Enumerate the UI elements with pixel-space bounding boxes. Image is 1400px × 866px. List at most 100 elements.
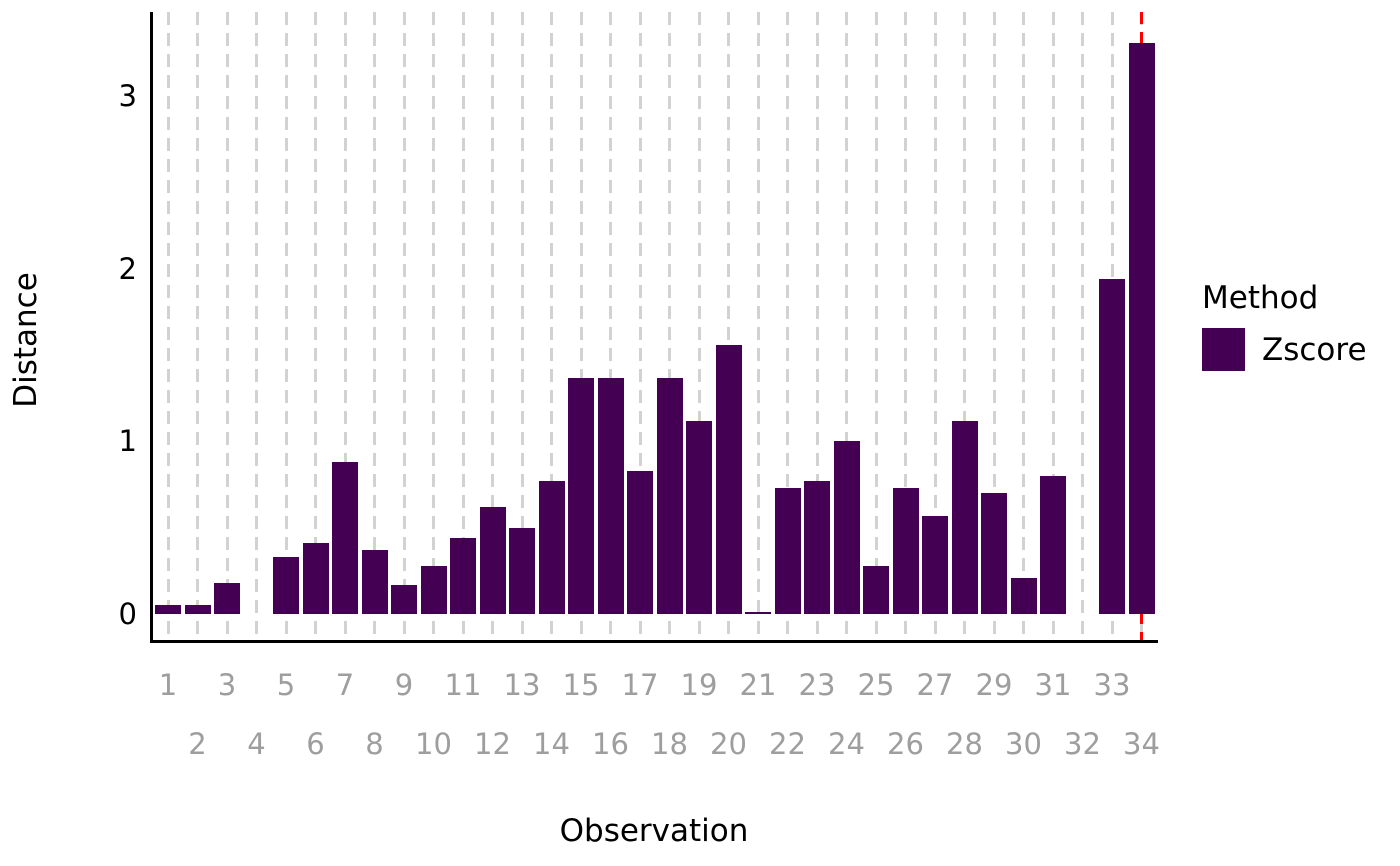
gridline bbox=[904, 12, 907, 640]
y-tick-label: 1 bbox=[118, 424, 137, 458]
x-tick-label: 10 bbox=[415, 727, 452, 761]
bar-observation-33 bbox=[1099, 278, 1125, 614]
x-tick-label: 18 bbox=[651, 727, 688, 761]
x-tick-label: 1 bbox=[158, 668, 178, 702]
x-tick-label: 3 bbox=[217, 668, 237, 702]
gridline bbox=[284, 12, 288, 640]
x-tick-label: 13 bbox=[503, 668, 541, 702]
bar-observation-26 bbox=[892, 487, 919, 614]
bar-observation-13 bbox=[509, 527, 535, 614]
bar-observation-21 bbox=[745, 611, 771, 614]
gridline bbox=[992, 12, 996, 640]
x-tick-label: 25 bbox=[857, 668, 895, 702]
bar-observation-3 bbox=[214, 582, 240, 614]
bar-observation-30 bbox=[1010, 577, 1037, 614]
y-axis-title: Distance bbox=[8, 272, 44, 408]
x-tick-label: 32 bbox=[1064, 727, 1101, 761]
bar-observation-34 bbox=[1128, 42, 1155, 614]
gridline bbox=[550, 12, 553, 640]
gridline bbox=[756, 12, 760, 640]
gridline bbox=[1022, 12, 1025, 640]
bar-observation-6 bbox=[302, 542, 329, 614]
plot-panel bbox=[150, 12, 1158, 643]
bar-observation-9 bbox=[391, 584, 417, 614]
bar-observation-1 bbox=[155, 604, 181, 614]
y-tick-label: 3 bbox=[118, 79, 137, 113]
gridline bbox=[845, 12, 848, 640]
gridline bbox=[638, 12, 642, 640]
gridline bbox=[963, 12, 966, 640]
legend-entry: Zscore bbox=[1202, 328, 1392, 371]
x-axis-title: Observation bbox=[559, 813, 749, 849]
gridline bbox=[196, 12, 199, 640]
legend-title: Method bbox=[1202, 280, 1319, 316]
x-tick-label: 5 bbox=[276, 668, 296, 702]
x-tick-label: 24 bbox=[828, 727, 865, 761]
bar-observation-7 bbox=[332, 461, 358, 614]
gridline bbox=[697, 12, 701, 640]
bar-observation-18 bbox=[656, 377, 683, 614]
legend: Method Zscore bbox=[1202, 280, 1392, 371]
x-tick-label: 6 bbox=[306, 727, 325, 761]
bar-observation-5 bbox=[273, 556, 299, 614]
bar-observation-31 bbox=[1040, 475, 1066, 614]
legend-swatch-icon bbox=[1202, 328, 1245, 371]
x-tick-label: 20 bbox=[710, 727, 747, 761]
x-tick-label: 23 bbox=[798, 668, 836, 702]
gridline bbox=[491, 12, 494, 640]
x-tick-label: 2 bbox=[188, 727, 207, 761]
bar-observation-28 bbox=[951, 420, 978, 614]
gridline bbox=[520, 12, 524, 640]
bar-observation-19 bbox=[686, 420, 712, 614]
gridline bbox=[815, 12, 819, 640]
bar-observation-23 bbox=[804, 480, 830, 614]
x-tick-label: 30 bbox=[1005, 727, 1042, 761]
x-tick-label: 28 bbox=[946, 727, 983, 761]
bar-observation-27 bbox=[922, 515, 948, 614]
bar-observation-10 bbox=[420, 565, 447, 614]
legend-label: Zscore bbox=[1262, 331, 1367, 368]
bar-observation-2 bbox=[184, 604, 211, 614]
bar-observation-12 bbox=[479, 506, 506, 614]
gridline bbox=[579, 12, 583, 640]
x-tick-label: 8 bbox=[365, 727, 384, 761]
gridline bbox=[874, 12, 878, 640]
bar-observation-15 bbox=[568, 377, 594, 614]
bar-observation-8 bbox=[361, 549, 388, 614]
x-tick-label: 7 bbox=[335, 668, 355, 702]
gridline bbox=[255, 12, 258, 640]
bar-observation-16 bbox=[597, 377, 624, 614]
gridline bbox=[314, 12, 317, 640]
x-tick-label: 22 bbox=[769, 727, 806, 761]
gridline bbox=[1081, 12, 1084, 640]
bar-observation-22 bbox=[774, 487, 801, 614]
x-tick-label: 17 bbox=[621, 668, 659, 702]
x-tick-label: 15 bbox=[562, 668, 600, 702]
gridline bbox=[668, 12, 671, 640]
gridline bbox=[461, 12, 465, 640]
gridline bbox=[343, 12, 347, 640]
x-tick-label: 9 bbox=[394, 668, 414, 702]
bar-observation-20 bbox=[715, 344, 742, 614]
x-tick-label: 31 bbox=[1034, 668, 1072, 702]
gridline bbox=[432, 12, 435, 640]
x-tick-label: 16 bbox=[592, 727, 629, 761]
bar-observation-17 bbox=[627, 470, 653, 614]
x-tick-label: 4 bbox=[247, 727, 266, 761]
gridline bbox=[402, 12, 406, 640]
x-tick-label: 29 bbox=[975, 668, 1013, 702]
x-tick-label: 33 bbox=[1093, 668, 1131, 702]
legend-entries: Zscore bbox=[1202, 328, 1392, 371]
bar-observation-11 bbox=[450, 537, 476, 614]
x-tick-label: 11 bbox=[444, 668, 482, 702]
bar-observation-14 bbox=[538, 480, 565, 614]
x-tick-label: 19 bbox=[680, 668, 718, 702]
x-tick-label: 27 bbox=[916, 668, 954, 702]
gridline bbox=[933, 12, 937, 640]
y-tick-label: 0 bbox=[118, 596, 137, 631]
gridline bbox=[166, 12, 170, 640]
x-tick-label: 21 bbox=[739, 668, 777, 702]
x-tick-label: 14 bbox=[533, 727, 570, 761]
gridline bbox=[609, 12, 612, 640]
